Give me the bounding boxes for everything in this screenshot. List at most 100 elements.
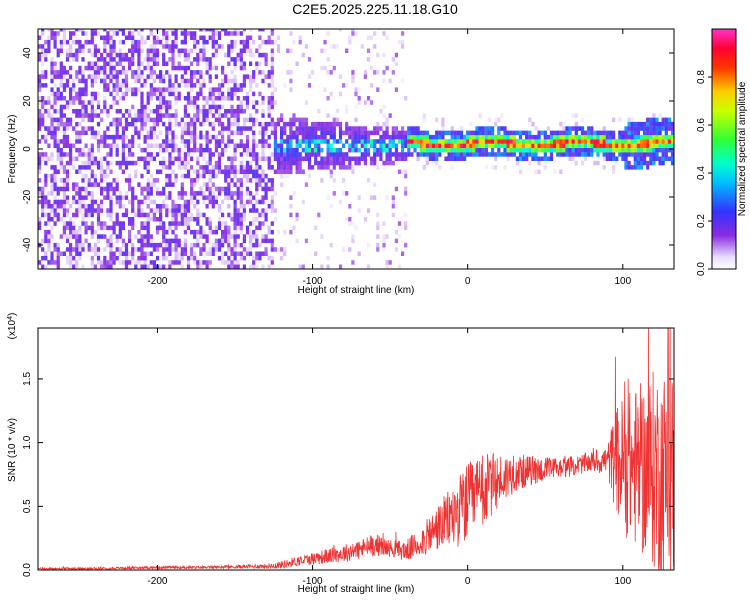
- heatmap-cell: [295, 156, 299, 161]
- heatmap-cell: [134, 130, 138, 136]
- heatmap-cell: [391, 152, 395, 157]
- heatmap-cell: [53, 117, 57, 123]
- heatmap-cell: [190, 121, 194, 127]
- heatmap-cell: [345, 191, 349, 196]
- heatmap-cell: [121, 221, 125, 226]
- heatmap-cell: [348, 39, 352, 45]
- heatmap-cell: [553, 143, 557, 148]
- heatmap-cell: [65, 212, 70, 218]
- heatmap-cell: [537, 169, 541, 174]
- heatmap-cell: [497, 139, 501, 144]
- heatmap-cell: [121, 113, 125, 118]
- heatmap-cell: [90, 83, 94, 88]
- heatmap-cell: [112, 65, 116, 71]
- heatmap-cell: [270, 117, 274, 123]
- y-tick-label: 1.0: [22, 435, 33, 449]
- heatmap-cell: [174, 221, 178, 226]
- heatmap-cell: [475, 126, 479, 131]
- heatmap-cell: [75, 264, 79, 269]
- heatmap-cell: [128, 160, 132, 166]
- heatmap-cell: [643, 147, 647, 153]
- snr-plot-area: [38, 328, 674, 570]
- heatmap-cell: [75, 57, 79, 62]
- heatmap-cell: [93, 247, 97, 252]
- heatmap-cell: [422, 147, 426, 153]
- heatmap-cell: [112, 83, 116, 88]
- heatmap-cell: [84, 83, 88, 88]
- heatmap-cell: [121, 126, 125, 131]
- heatmap-cell: [177, 160, 181, 166]
- heatmap-cell: [186, 152, 191, 157]
- heatmap-cell: [227, 61, 231, 66]
- heatmap-cell: [143, 225, 147, 231]
- heatmap-cell: [258, 251, 262, 256]
- heatmap-cell: [131, 251, 135, 256]
- heatmap-cell: [143, 121, 147, 127]
- heatmap-cell: [62, 234, 66, 239]
- y-tick-label: 20: [22, 95, 33, 107]
- heatmap-cell: [100, 52, 104, 58]
- heatmap-cell: [239, 126, 243, 131]
- heatmap-cell: [50, 255, 54, 261]
- heatmap-cell: [165, 134, 169, 140]
- heatmap-cell: [109, 182, 113, 187]
- heatmap-cell: [53, 208, 57, 213]
- heatmap-cell: [612, 152, 616, 157]
- heatmap-cell: [354, 225, 358, 231]
- heatmap-cell: [171, 48, 175, 53]
- heatmap-cell: [435, 134, 439, 140]
- heatmap-cell: [540, 139, 544, 144]
- heatmap-cell: [239, 57, 243, 62]
- heatmap-cell: [41, 208, 45, 213]
- heatmap-cell: [205, 117, 209, 123]
- heatmap-cell: [258, 29, 262, 32]
- heatmap-cell: [78, 113, 82, 118]
- heatmap-cell: [47, 221, 51, 226]
- heatmap-cell: [345, 126, 349, 131]
- heatmap-cell: [245, 143, 250, 148]
- heatmap-cell: [249, 117, 253, 123]
- heatmap-cell: [394, 52, 398, 58]
- heatmap-cell: [335, 147, 339, 153]
- heatmap-cell: [59, 104, 63, 110]
- heatmap-cell: [280, 113, 284, 118]
- heatmap-cell: [273, 39, 277, 45]
- heatmap-cell: [376, 242, 380, 248]
- heatmap-cell: [459, 152, 464, 157]
- heatmap-cell: [174, 204, 178, 209]
- heatmap-cell: [118, 195, 122, 200]
- heatmap-cell: [143, 83, 147, 88]
- heatmap-cell: [252, 143, 256, 148]
- heatmap-cell: [205, 143, 209, 148]
- heatmap-cell: [261, 173, 265, 179]
- heatmap-cell: [140, 225, 144, 231]
- heatmap-cell: [630, 139, 634, 144]
- heatmap-cell: [270, 96, 274, 101]
- heatmap-cell: [320, 139, 324, 144]
- heatmap-cell: [249, 264, 253, 269]
- heatmap-cell: [506, 134, 510, 140]
- heatmap-cell: [146, 65, 150, 71]
- heatmap-cell: [106, 113, 110, 118]
- heatmap-cell: [84, 221, 88, 226]
- heatmap-cell: [121, 52, 125, 58]
- heatmap-cell: [193, 83, 197, 88]
- heatmap-cell: [202, 242, 206, 248]
- heatmap-cell: [270, 247, 274, 252]
- heatmap-cell: [211, 173, 215, 179]
- heatmap-cell: [47, 229, 51, 235]
- heatmap-cell: [394, 204, 398, 209]
- heatmap-cell: [96, 91, 101, 97]
- heatmap-cell: [385, 156, 389, 161]
- heatmap-cell: [124, 212, 129, 218]
- heatmap-cell: [62, 186, 66, 192]
- heatmap-cell: [202, 195, 206, 200]
- heatmap-cell: [190, 83, 194, 88]
- heatmap-cell: [261, 29, 265, 32]
- heatmap-cell: [503, 165, 507, 170]
- heatmap-cell: [255, 173, 259, 179]
- heatmap-cell: [75, 251, 79, 256]
- heatmap-cell: [87, 156, 91, 161]
- heatmap-cell: [649, 134, 653, 140]
- heatmap-cell: [183, 109, 187, 114]
